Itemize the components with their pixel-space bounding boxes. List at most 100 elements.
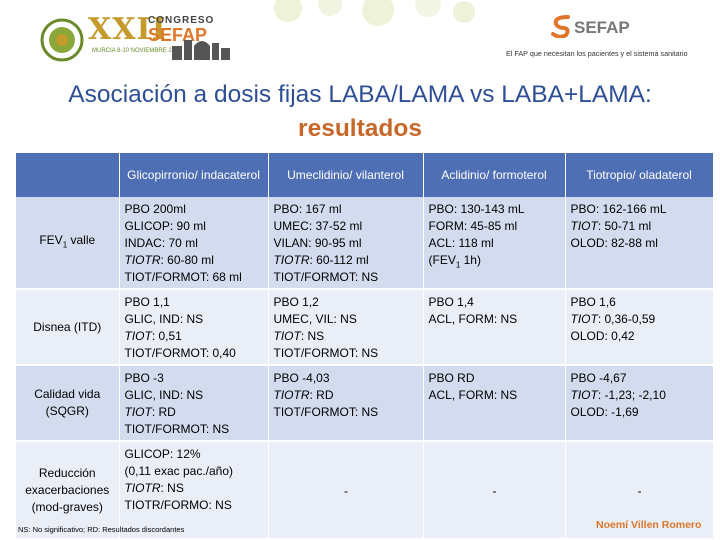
cell-line: TIOT: 0,36-0,59	[570, 312, 656, 326]
cell-drug-label: UMEC	[273, 219, 309, 233]
congress-number: XXII	[88, 12, 167, 47]
congress-dates: MURCIA 8-10 NOVIEMBRE 2017	[92, 48, 182, 54]
cell-line: OLOD: -1,69	[570, 405, 639, 419]
cell-line: INDAC: 70 ml	[124, 236, 198, 250]
table-cell: GLICOP: 12% (0,11 exac pac./año) TIOTR: NS…	[119, 441, 269, 540]
cell-drug-label: TIOT/FORMOT	[124, 270, 206, 284]
cell-line: TIOTR: 60-112 ml	[273, 253, 369, 267]
cell-line: PBO: 130-143 mL	[428, 202, 525, 216]
cell-drug-label: TIOT	[570, 312, 598, 326]
table-cell: PBO: 130-143 mL FORM: 45-85 ml ACL: 118 ml…	[423, 197, 566, 290]
cell-line: PBO -4,03	[273, 371, 330, 385]
cell-drug-label: TIOTR	[124, 253, 161, 267]
congress-brand: SEFAP	[148, 25, 208, 45]
cell-drug-label: PBO	[124, 371, 150, 385]
cell-drug-label: TIOTR	[273, 388, 310, 402]
cell-drug-label: TIOT	[124, 329, 152, 343]
cell-drug-label: TIOTR	[273, 253, 310, 267]
footnote: NS: No significativo; RD: Resultados dis…	[18, 525, 185, 534]
cell-line: PBO: 162-166 mL	[570, 202, 667, 216]
table-cell: PBO 1,6 TIOT: 0,36-0,59 OLOD: 0,42	[565, 289, 714, 366]
table-cell: PBO 200ml GLICOP: 90 ml INDAC: 70 ml TIOTR:…	[119, 197, 269, 290]
cell-line: (FEV1 1h)	[428, 253, 481, 270]
cell-drug-label: OLOD	[570, 236, 605, 250]
sefap-logo-icon	[551, 15, 570, 38]
cell-line: TIOT/FORMOT: NS	[124, 422, 230, 436]
table-row: FEV1 valle PBO 200ml GLICOP: 90 ml INDAC: 7…	[16, 197, 714, 290]
cell-drug-label: OLOD	[570, 405, 605, 419]
table-cell: -	[423, 441, 566, 540]
cell-line: TIOTR: 60-80 ml	[124, 253, 214, 267]
row-header: FEV1 valle	[16, 197, 120, 290]
cell-drug-label: VILAN	[273, 236, 309, 250]
cell-drug-label: GLICOP	[124, 219, 170, 233]
cell-line: (0,11 exac pac./año)	[124, 464, 234, 478]
cell-drug-label: PBO	[570, 371, 596, 385]
cell-line: PBO RD	[428, 371, 475, 385]
cell-drug-label: PBO	[124, 295, 150, 309]
cell-drug-label: TIOT	[570, 388, 598, 402]
cell-drug-label: TIOT	[124, 405, 152, 419]
column-header: Aclidinio/ formoterol	[423, 153, 566, 197]
column-header: Tiotropio/ oladaterol	[565, 153, 714, 197]
title-line-2: resultados	[298, 115, 422, 142]
cell-drug-label: TIOT/FORMOT	[273, 346, 355, 360]
column-header: Glicopirronio/ indacaterol	[119, 153, 269, 197]
title-line-1: Asociación a dosis fijas LABA/LAMA vs LA…	[68, 81, 652, 108]
cell-line: PBO -4,67	[570, 371, 627, 385]
cell-line: FORM: 45-85 ml	[428, 219, 518, 233]
cell-drug-label: PBO	[428, 202, 454, 216]
cell-line: PBO 1,2	[273, 295, 319, 309]
decorative-pattern-icon	[274, 0, 475, 26]
table-cell: PBO -3 GLIC, IND: NS TIOT: RD TIOT/FORMOT: …	[119, 365, 269, 442]
cell-line: TIOT/FORMOT: 68 ml	[124, 270, 242, 284]
cell-drug-label: TIOT/FORMOT	[124, 346, 206, 360]
cell-line: TIOT: 50-71 ml	[570, 219, 652, 233]
cell-line: TIOT: NS	[273, 329, 325, 343]
cell-drug-label: OLOD	[570, 329, 605, 343]
cell-line: TIOT/FORMOT: NS	[273, 270, 379, 284]
cell-drug-label: GLICOP	[124, 447, 170, 461]
cell-drug-label: TIOT	[570, 219, 598, 233]
cell-line: UMEC: 37-52 ml	[273, 219, 363, 233]
congress-word: CONGRESO	[148, 15, 215, 26]
cell-drug-label: TIOT/FORMOT	[273, 405, 355, 419]
cell-line: GLIC, IND: NS	[124, 388, 204, 402]
cell-line: PBO: 167 ml	[273, 202, 342, 216]
cell-drug-label: GLIC, IND	[124, 312, 180, 326]
cell-line: TIOT: -1,23; -2,10	[570, 388, 666, 402]
cell-drug-label: PBO	[273, 371, 299, 385]
table-row: Reducción exacerbaciones (mod-graves) GLI…	[16, 441, 714, 540]
table-cell: PBO 1,2 UMEC, VIL: NS TIOT: NS TIOT/FORMOT:…	[268, 289, 424, 366]
cell-drug-label: TIOTR/FORMO	[124, 498, 209, 512]
cell-line: TIOTR/FORMO: NS	[124, 498, 232, 512]
table-cell: PBO: 162-166 mL TIOT: 50-71 ml OLOD: 82-88…	[565, 197, 714, 290]
row-header: Reducción exacerbaciones (mod-graves)	[16, 441, 120, 540]
table-cell: PBO 1,4 ACL, FORM: NS	[423, 289, 566, 366]
cell-line: VILAN: 90-95 ml	[273, 236, 362, 250]
cell-drug-label: TIOT/FORMOT	[124, 422, 206, 436]
cell-line: PBO 200ml	[124, 202, 186, 216]
table-cell: -	[268, 441, 424, 540]
author-name: Noemí Villen Romero	[596, 519, 702, 531]
cell-drug-label: ACL, FORM	[428, 388, 494, 402]
cell-line: GLICOP: 90 ml	[124, 219, 206, 233]
sefap-slogan: El FAP que necesitan los pacientes y el …	[506, 49, 688, 58]
cell-line: OLOD: 82-88 ml	[570, 236, 658, 250]
table-cell: PBO -4,03 TIOTR: RD TIOT/FORMOT: NS	[268, 365, 424, 442]
cell-line: OLOD: 0,42	[570, 329, 635, 343]
cell-line: PBO 1,6	[570, 295, 616, 309]
cell-line: GLICOP: 12%	[124, 447, 201, 461]
table-cell: PBO: 167 ml UMEC: 37-52 ml VILAN: 90-95 ml…	[268, 197, 424, 290]
results-table: Glicopirronio/ indacaterol Umeclidinio/ …	[16, 153, 714, 540]
cell-line: TIOT/FORMOT: NS	[273, 405, 379, 419]
slide-title: Asociación a dosis fijas LABA/LAMA vs LA…	[0, 78, 720, 146]
cell-drug-label: FORM	[428, 219, 464, 233]
table-corner-cell	[16, 153, 120, 197]
cell-drug-label: UMEC, VIL	[273, 312, 334, 326]
cell-drug-label: PBO	[273, 202, 299, 216]
city-skyline-icon	[172, 40, 230, 60]
cell-line: TIOT/FORMOT: NS	[273, 346, 379, 360]
cell-line: ACL: 118 ml	[428, 236, 494, 250]
cell-drug-label: PBO	[570, 202, 596, 216]
